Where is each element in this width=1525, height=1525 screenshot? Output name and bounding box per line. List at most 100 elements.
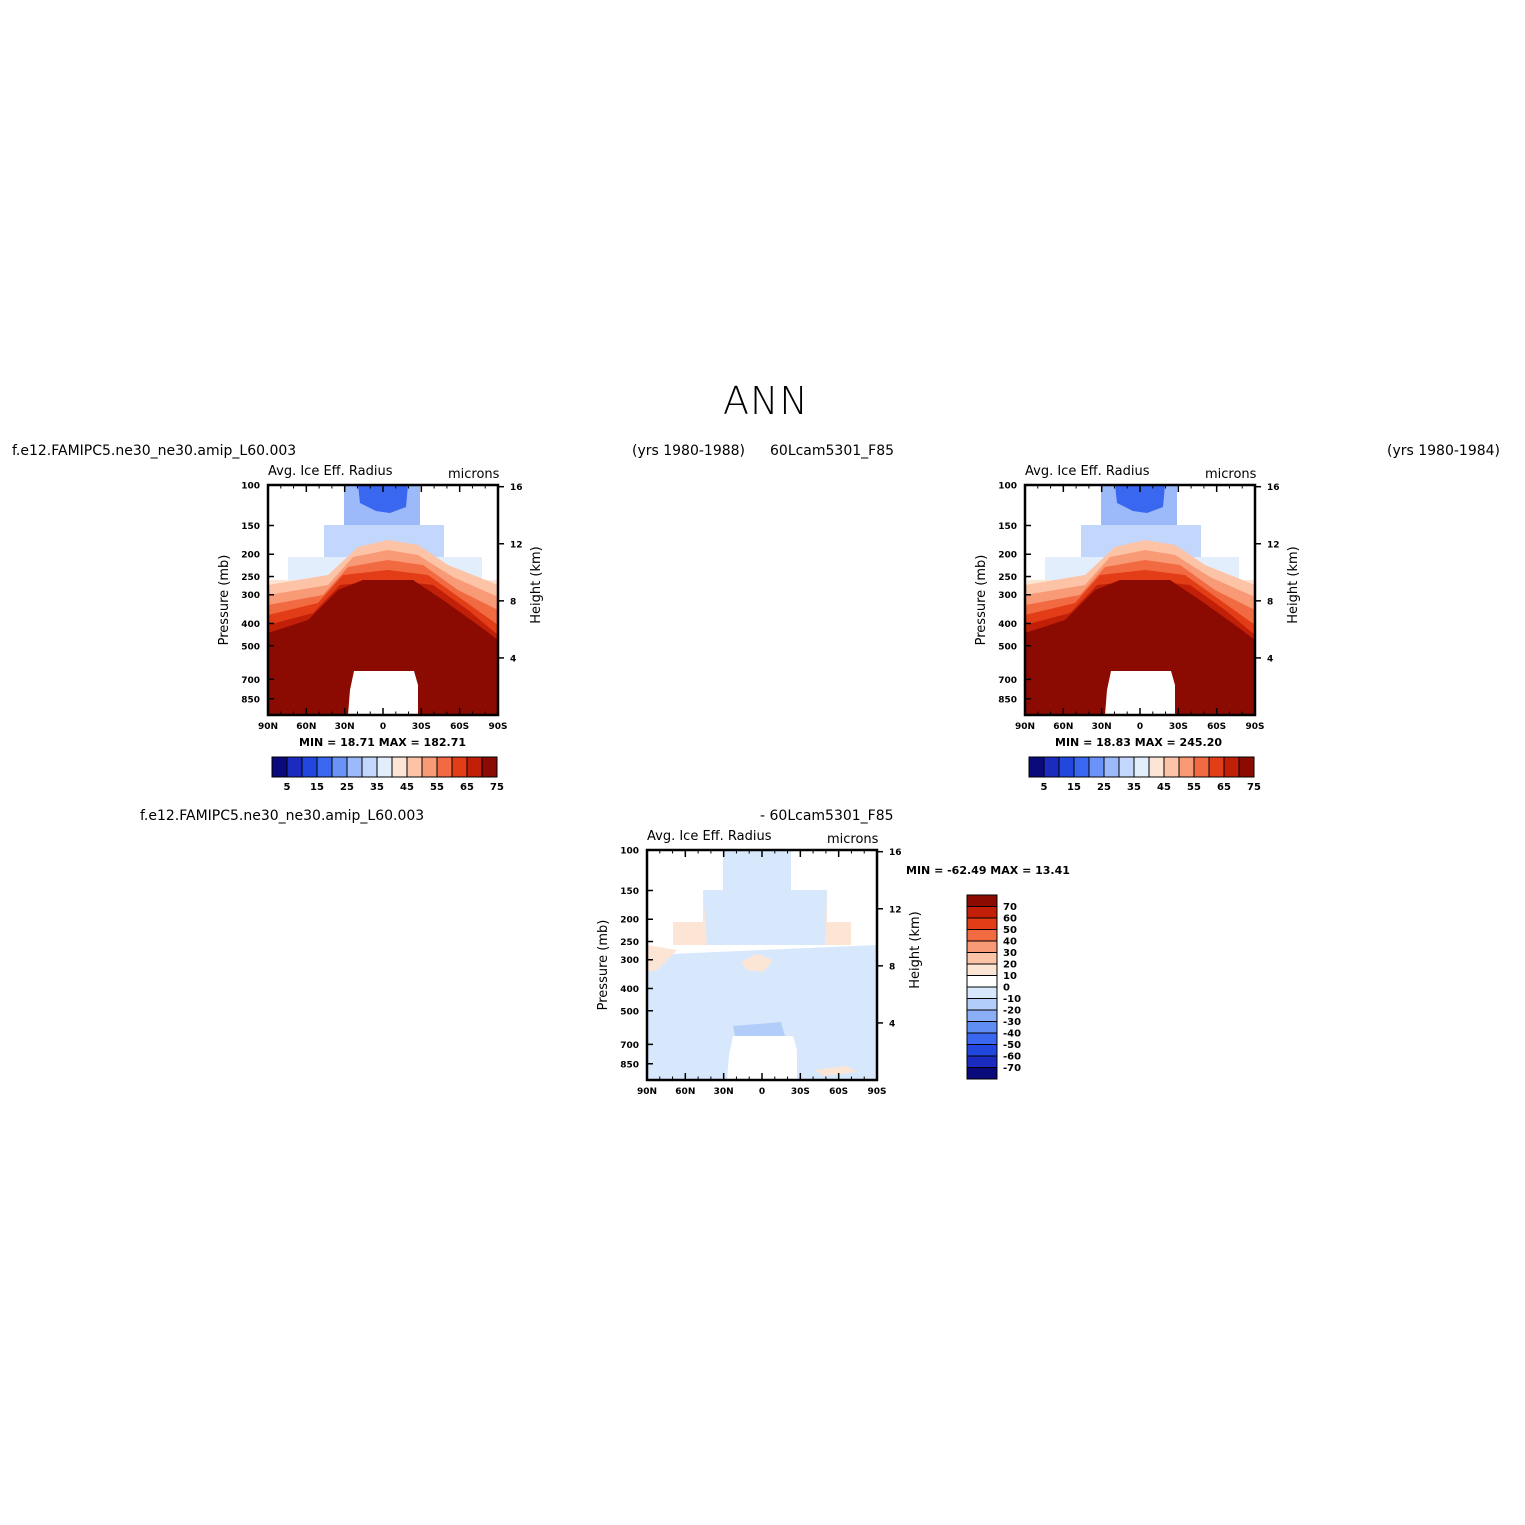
panel2-colorbar-label: 35 bbox=[1127, 782, 1141, 793]
panel1-years-label: (yrs 1980-1988) bbox=[632, 443, 746, 459]
panel3-colorbar-swatch bbox=[966, 1009, 998, 1022]
panel3-colorbar-swatch bbox=[966, 975, 998, 988]
panel1-case-label: f.e12.FAMIPC5.ne30_ne30.amip_L60.003 bbox=[12, 443, 297, 459]
panel1-height-tick-label: 4 bbox=[510, 654, 516, 664]
panel1-title: Avg. Ice Eff. Radius bbox=[268, 464, 393, 479]
panel2-colorbar-swatch bbox=[1178, 756, 1195, 778]
panel3-colorbar-label: -50 bbox=[1003, 1040, 1021, 1051]
panel1-colorbar-label: 35 bbox=[370, 782, 384, 793]
panel1-lat-tick-label: 60S bbox=[450, 722, 469, 732]
panel1-colorbar-swatch bbox=[406, 756, 423, 778]
panel1-pressure-tick-label: 850 bbox=[241, 695, 260, 705]
panel3-pressure-tick-label: 200 bbox=[620, 916, 639, 926]
panel3-pressure-tick-label: 700 bbox=[620, 1041, 639, 1051]
panel3-colorbar-swatch bbox=[966, 894, 998, 907]
panel1-colorbar-swatch bbox=[301, 756, 318, 778]
panel2-colorbar-label: 65 bbox=[1217, 782, 1231, 793]
panel1-lat-tick-label: 90S bbox=[488, 722, 507, 732]
panel3-colorbar-label: -70 bbox=[1003, 1063, 1021, 1074]
panel2-height-tick-label: 8 bbox=[1267, 597, 1273, 607]
panel2-pressure-tick-label: 250 bbox=[998, 573, 1017, 583]
panel3-band-top bbox=[723, 850, 791, 890]
panel2-lat-tick-label: 30N bbox=[1092, 722, 1112, 732]
panel2-ylabel: Pressure (mb) bbox=[974, 555, 989, 646]
panel1-lat-tick-label: 30S bbox=[412, 722, 431, 732]
panel1-colorbar-label: 65 bbox=[460, 782, 474, 793]
panel3-units: microns bbox=[827, 832, 879, 847]
panel1-pressure-tick-label: 700 bbox=[241, 676, 260, 686]
panel3-missing-surface bbox=[727, 1036, 797, 1080]
panel3-pressure-tick-label: 850 bbox=[620, 1060, 639, 1070]
panel3-lat-tick-label: 90S bbox=[867, 1087, 886, 1097]
panel1-band-ice-core bbox=[358, 485, 408, 513]
panel1-lat-tick-label: 90N bbox=[258, 722, 278, 732]
panel3-pressure-tick-label: 100 bbox=[620, 847, 639, 857]
panel3-colorbar-label: 30 bbox=[1003, 948, 1017, 959]
panel2-height-tick-label: 12 bbox=[1267, 540, 1280, 550]
panel1-colorbar-swatch bbox=[421, 756, 438, 778]
panel2-pressure-tick-label: 150 bbox=[998, 522, 1017, 532]
panel1-units: microns bbox=[448, 467, 500, 482]
panel1-colorbar-swatch bbox=[271, 756, 288, 778]
panel2-colorbar-swatch bbox=[1073, 756, 1090, 778]
panel2-ylabel-right: Height (km) bbox=[1286, 546, 1301, 623]
panel1-colorbar-swatch bbox=[376, 756, 393, 778]
panel1-colorbar-swatch bbox=[391, 756, 408, 778]
panel3-lat-tick-label: 0 bbox=[759, 1087, 765, 1097]
panel1-missing-surface bbox=[348, 671, 418, 715]
panel1-pressure-tick-label: 200 bbox=[241, 551, 260, 561]
panel1-colorbar-swatch bbox=[451, 756, 468, 778]
panel3-lat-tick-label: 30N bbox=[714, 1087, 734, 1097]
panel3-colorbar-label: 50 bbox=[1003, 925, 1017, 936]
panel3-colorbar-label: 60 bbox=[1003, 914, 1017, 925]
panel2-pressure-tick-label: 400 bbox=[998, 620, 1017, 630]
panel2-colorbar-swatch bbox=[1148, 756, 1165, 778]
panel3-colorbar-label: 70 bbox=[1003, 902, 1017, 913]
panel3-colorbar-swatch bbox=[966, 1044, 998, 1057]
panel2-missing-surface bbox=[1105, 671, 1175, 715]
panel3-ylabel-right: Height (km) bbox=[908, 911, 923, 988]
panel3-colorbar-label: 10 bbox=[1003, 971, 1017, 982]
panel2-colorbar-swatch bbox=[1088, 756, 1105, 778]
panel1-pressure-tick-label: 300 bbox=[241, 591, 260, 601]
panel2-colorbar-label: 15 bbox=[1067, 782, 1081, 793]
panel2-pressure-tick-label: 100 bbox=[998, 482, 1017, 492]
panel2-lat-tick-label: 30S bbox=[1169, 722, 1188, 732]
panel2-title: Avg. Ice Eff. Radius bbox=[1025, 464, 1150, 479]
panel2-height-tick-label: 16 bbox=[1267, 483, 1280, 493]
panel2-lat-tick-label: 60S bbox=[1207, 722, 1226, 732]
panel3-colorbar-swatch bbox=[966, 986, 998, 999]
panel1-colorbar-swatch bbox=[331, 756, 348, 778]
panel1-colorbar-swatch bbox=[436, 756, 453, 778]
panel1-stats: MIN = 18.71 MAX = 182.71 bbox=[299, 736, 467, 749]
panel2-colorbar-swatch bbox=[1193, 756, 1210, 778]
panel3-colorbar-label: -20 bbox=[1003, 1006, 1021, 1017]
panel2-lat-tick-label: 60N bbox=[1053, 722, 1073, 732]
panel2-lat-tick-label: 0 bbox=[1137, 722, 1143, 732]
panel2-colorbar-swatch bbox=[1058, 756, 1075, 778]
panel1-lat-tick-label: 30N bbox=[335, 722, 355, 732]
panel3-colorbar-swatch bbox=[966, 952, 998, 965]
panel3-pressure-tick-label: 150 bbox=[620, 887, 639, 897]
panel1-colorbar-label: 15 bbox=[310, 782, 324, 793]
panel2-colorbar-swatch bbox=[1163, 756, 1180, 778]
panel3-lat-tick-label: 60S bbox=[829, 1087, 848, 1097]
panel3-case-label-2: - 60Lcam5301_F85 bbox=[760, 808, 894, 824]
panel3-height-tick-label: 12 bbox=[889, 905, 902, 915]
panel3-colorbar-label: -10 bbox=[1003, 994, 1021, 1005]
panel1-lat-tick-label: 0 bbox=[380, 722, 386, 732]
panel3-colorbar-label: 40 bbox=[1003, 937, 1017, 948]
panel2-pressure-tick-label: 200 bbox=[998, 551, 1017, 561]
panel2-pressure-tick-label: 850 bbox=[998, 695, 1017, 705]
panel2-height-tick-label: 4 bbox=[1267, 654, 1273, 664]
panel1-pressure-tick-label: 500 bbox=[241, 642, 260, 652]
panel2-colorbar-label: 45 bbox=[1157, 782, 1171, 793]
panel1-band-core bbox=[268, 580, 498, 715]
figure-title: ANN bbox=[723, 379, 809, 423]
panel2-pressure-tick-label: 500 bbox=[998, 642, 1017, 652]
panel3-colorbar-swatch bbox=[966, 929, 998, 942]
panel1-height-tick-label: 8 bbox=[510, 597, 516, 607]
panel2-colorbar-swatch bbox=[1208, 756, 1225, 778]
panel3-colorbar-swatch bbox=[966, 1021, 998, 1034]
panel1-colorbar-swatch bbox=[316, 756, 333, 778]
